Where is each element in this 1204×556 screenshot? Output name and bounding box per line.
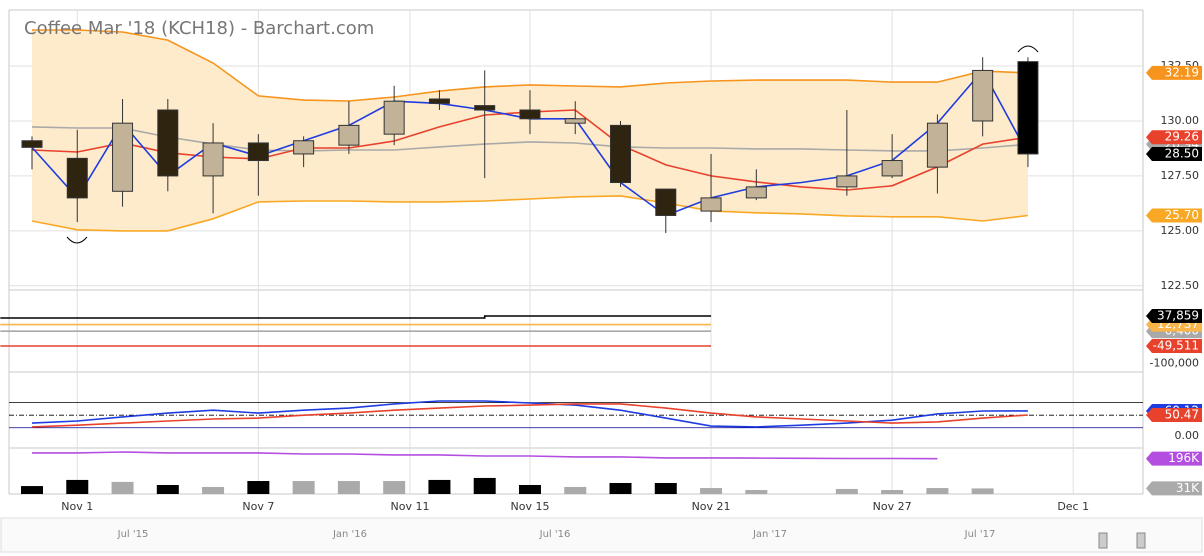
scroll-handle[interactable] — [1136, 532, 1146, 549]
candle-body — [202, 142, 224, 177]
candle-body — [926, 122, 948, 168]
navigator-label: Jul '16 — [539, 529, 571, 540]
line-series — [31, 195, 1028, 232]
volume-bar — [926, 488, 949, 494]
price-tag — [1146, 65, 1202, 80]
price-tag-label: -49,511 — [1153, 339, 1199, 353]
volume-bar — [202, 486, 225, 494]
y-tick-label: 125.00 — [1161, 224, 1200, 237]
price-tag-label: 196K — [1168, 451, 1200, 465]
line-series — [0, 315, 712, 319]
price-tag — [1146, 407, 1202, 422]
price-tag — [1146, 208, 1202, 223]
volume-bar — [881, 490, 904, 494]
y-tick-label: 0.00 — [1175, 429, 1200, 442]
candle-body — [428, 98, 450, 104]
price-tag-label: 32.19 — [1165, 65, 1199, 79]
price-tag — [1146, 308, 1202, 323]
volume-bar — [564, 486, 587, 494]
volume-bar — [337, 481, 360, 494]
volume-bar — [383, 481, 406, 494]
x-tick-label: Dec 1 — [1057, 500, 1089, 513]
y-tick-label: 130.00 — [1161, 114, 1200, 127]
candle-body — [564, 118, 586, 124]
volume-bar — [156, 484, 179, 494]
price-tag — [1146, 130, 1202, 145]
candle-body — [519, 109, 541, 120]
x-tick-label: Nov 7 — [242, 500, 274, 513]
volume-bar — [745, 490, 768, 494]
navigator-label: Jan '17 — [752, 529, 787, 540]
line-series — [31, 403, 1028, 428]
price-tag — [1146, 339, 1202, 354]
volume-bar — [700, 488, 723, 494]
price-tag-label: 28.50 — [1165, 146, 1199, 160]
volume-bar — [292, 481, 315, 494]
navigator-label: Jul '17 — [964, 529, 996, 540]
y-tick-label: -100,000 — [1150, 356, 1199, 369]
candle-body — [157, 109, 179, 177]
x-tick-label: Nov 21 — [692, 500, 731, 513]
volume-bar — [111, 481, 134, 494]
line-series — [32, 451, 938, 460]
volume-bar — [428, 479, 451, 494]
low-marker — [66, 236, 88, 244]
candle-body — [881, 160, 903, 177]
scroll-handle[interactable] — [1098, 532, 1108, 549]
price-tag-label: 50.47 — [1165, 407, 1199, 421]
x-tick-label: Nov 1 — [61, 500, 93, 513]
volume-bar — [609, 483, 632, 494]
price-tag-label: 29.26 — [1165, 130, 1199, 144]
volume-bar — [518, 484, 541, 494]
y-tick-label: 127.50 — [1161, 169, 1200, 182]
candle-body — [836, 175, 858, 188]
candle-body — [247, 142, 269, 162]
candle-body — [972, 69, 994, 122]
volume-bar — [21, 486, 43, 494]
price-tag-label: 31K — [1176, 481, 1200, 495]
y-tick-label: 122.50 — [1161, 279, 1200, 292]
candle-body — [293, 140, 315, 155]
candle-body — [66, 157, 88, 199]
volume-bar — [835, 488, 858, 494]
candle-body — [1017, 61, 1039, 155]
line-series — [31, 126, 1028, 152]
candle-body — [655, 188, 677, 216]
price-tag — [1146, 146, 1202, 161]
price-tag — [1146, 481, 1202, 496]
navigator-label: Jul '15 — [117, 529, 149, 540]
volume-bar — [654, 483, 677, 494]
volume-bar — [66, 479, 89, 494]
navigator-label: Jan '16 — [332, 529, 367, 540]
candle-body — [700, 197, 722, 212]
volume-bar — [971, 488, 994, 494]
candle-body — [112, 122, 134, 192]
candle-body — [338, 124, 360, 146]
volume-bar — [473, 477, 496, 494]
navigator — [0, 517, 1203, 553]
high-marker — [1017, 45, 1039, 53]
line-series — [32, 29, 1028, 102]
volume-bar — [247, 481, 270, 494]
x-tick-label: Nov 27 — [873, 500, 912, 513]
price-tag-label: 37,859 — [1157, 308, 1199, 322]
x-tick-label: Nov 15 — [510, 500, 549, 513]
candle-body — [383, 100, 405, 135]
price-tag — [1146, 451, 1202, 466]
candle-body — [21, 140, 43, 148]
candle-body — [610, 124, 632, 184]
price-tag-label: 25.70 — [1165, 208, 1199, 222]
x-tick-label: Nov 11 — [391, 500, 430, 513]
candle-body — [745, 186, 767, 199]
candle-body — [474, 105, 496, 111]
chart-title: Coffee Mar '18 (KCH18) - Barchart.com — [24, 18, 374, 39]
